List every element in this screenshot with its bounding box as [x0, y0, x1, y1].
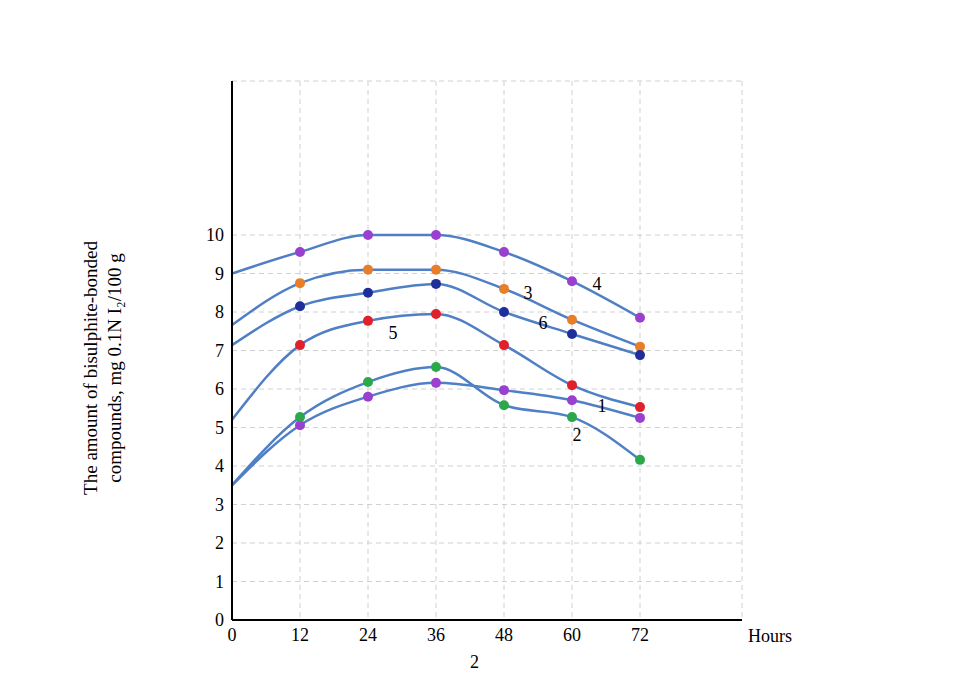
- html-text:compounds, mg 0.1N I₂/100 g: compounds, mg 0.1N I₂/100 g: [104, 253, 125, 483]
- html-text:Hours: Hours: [748, 626, 792, 646]
- svg-text:10: 10: [206, 225, 224, 245]
- svg-text:5: 5: [389, 323, 398, 343]
- html-text:2: 2: [470, 652, 479, 672]
- svg-text:5: 5: [215, 418, 224, 438]
- svg-text:1: 1: [215, 572, 224, 592]
- svg-text:72: 72: [631, 625, 649, 645]
- html-text:The amount of bisulphite-bonde: The amount of bisulphite-bonded: [80, 241, 101, 495]
- svg-text:6: 6: [215, 379, 224, 399]
- svg-text:7: 7: [215, 341, 224, 361]
- svg-text:2: 2: [573, 425, 582, 445]
- svg-text:12: 12: [291, 625, 309, 645]
- svg-text:60: 60: [563, 625, 581, 645]
- svg-text:0: 0: [215, 610, 224, 630]
- svg-text:1: 1: [598, 396, 607, 416]
- svg-text:9: 9: [215, 264, 224, 284]
- svg-text:0: 0: [228, 625, 237, 645]
- svg-text:3: 3: [215, 495, 224, 515]
- svg-text:48: 48: [495, 625, 513, 645]
- svg-text:2: 2: [215, 533, 224, 553]
- svg-text:4: 4: [593, 274, 602, 294]
- svg-text:6: 6: [539, 313, 548, 333]
- svg-text:24: 24: [359, 625, 377, 645]
- svg-text:3: 3: [524, 283, 533, 303]
- svg-text:4: 4: [215, 456, 224, 476]
- svg-text:8: 8: [215, 302, 224, 322]
- svg-text:36: 36: [427, 625, 445, 645]
